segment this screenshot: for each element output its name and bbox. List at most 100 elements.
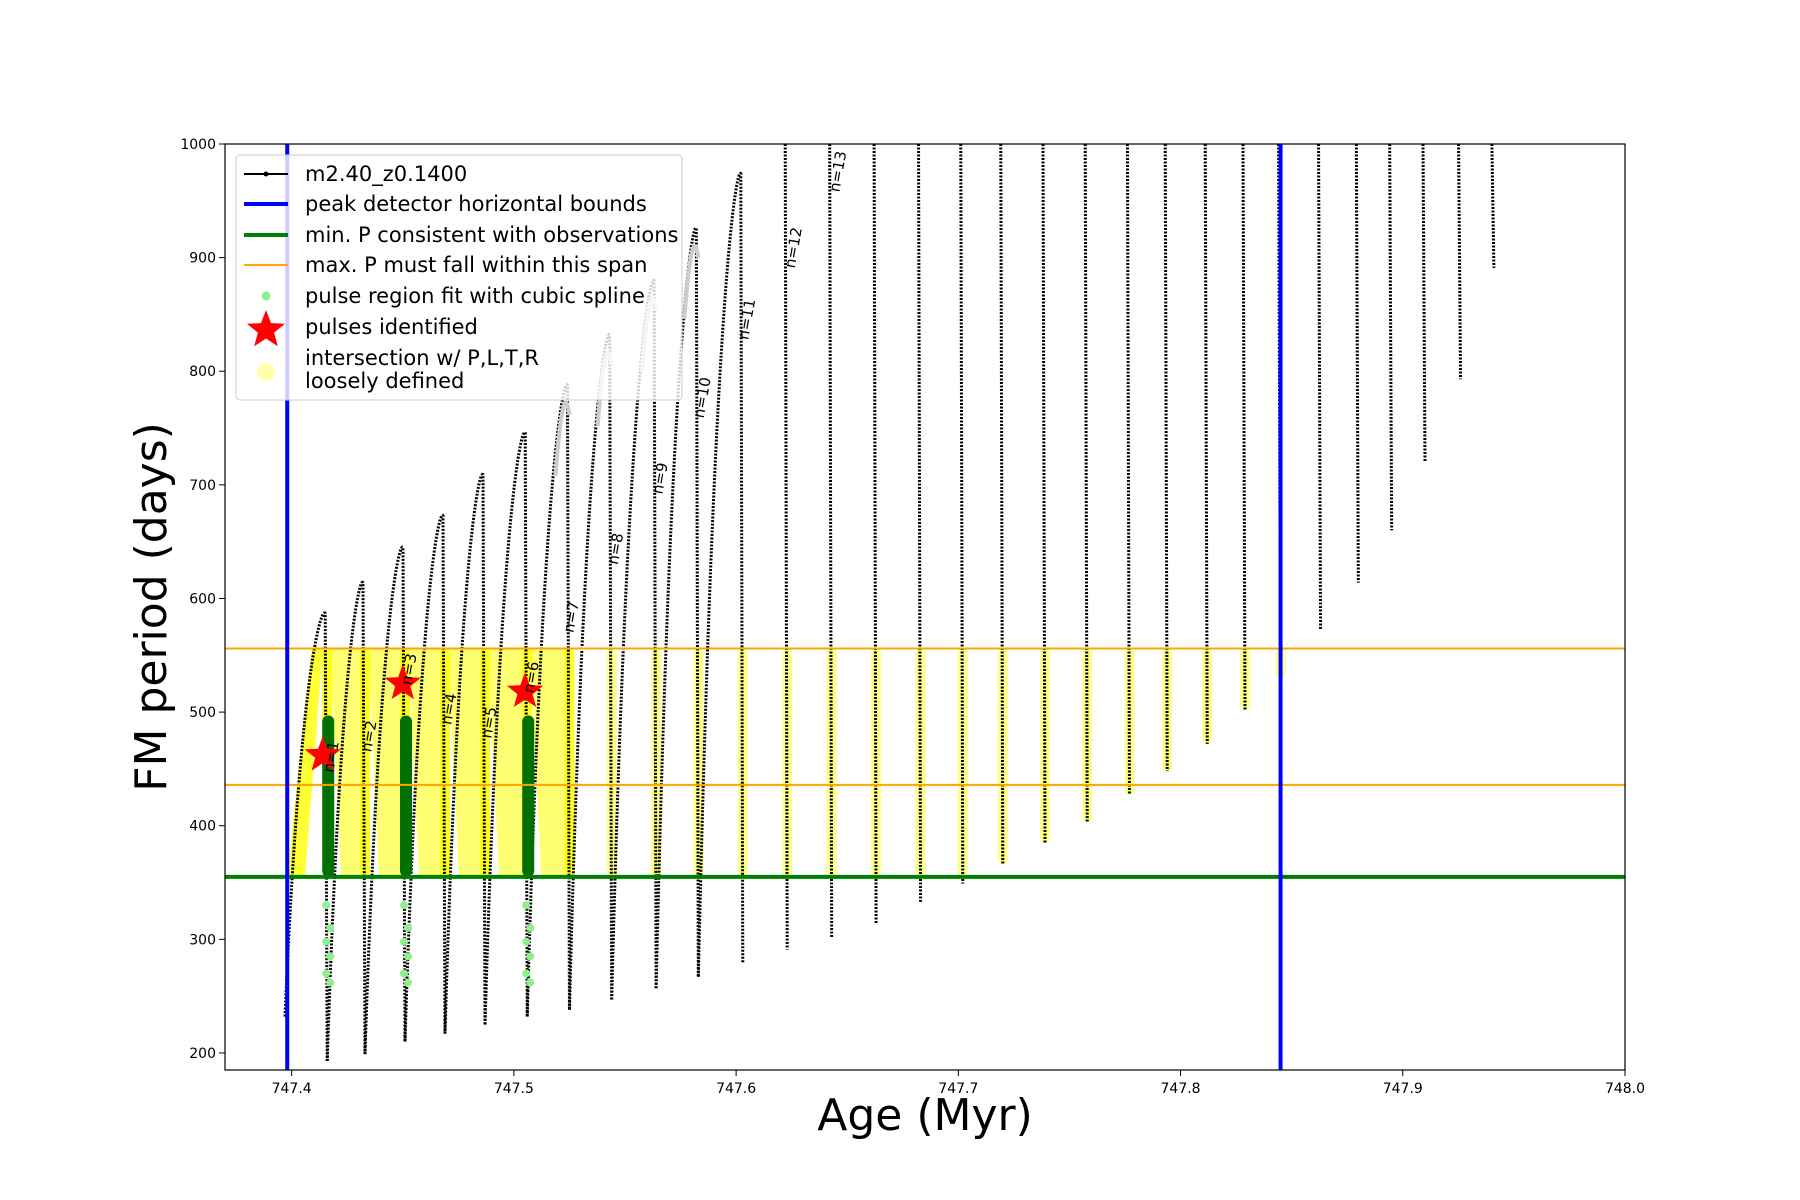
track-pulse: [1317, 144, 1323, 630]
loose-region: [826, 648, 837, 877]
x-tick-label: 748.0: [1605, 1081, 1645, 1097]
track-gray-segment: [553, 400, 572, 476]
loose-region: [1040, 648, 1050, 843]
track-pulse: [1421, 144, 1427, 463]
pulse-number-label: n=2: [357, 719, 380, 753]
spline-point: [404, 952, 412, 961]
spline-point: [322, 969, 331, 978]
x-tick-label: 747.8: [1161, 1081, 1201, 1097]
legend-label: pulse region fit with cubic spline: [305, 284, 645, 308]
legend-label-line2: loosely defined: [305, 369, 464, 393]
track-pulse: [828, 144, 834, 938]
loose-region-fill: [368, 648, 402, 877]
y-tick-label: 700: [189, 478, 216, 494]
legend-entry: m2.40_z0.1400: [244, 162, 467, 187]
pulse-number-label: n=1: [320, 740, 343, 774]
loose-region: [1202, 648, 1213, 744]
y-tick-label: 1000: [180, 137, 216, 153]
legend-box: [235, 154, 683, 401]
legend-entry: peak detector horizontal bounds: [244, 192, 647, 216]
legend-marker: [263, 171, 269, 177]
pulse-number-label: n=6: [520, 660, 543, 694]
track-pulse: [959, 144, 965, 884]
track-pulse: [783, 144, 789, 950]
track-pulse: [1163, 144, 1169, 772]
pulse-number-label: n=4: [437, 692, 460, 726]
loose-region: [693, 648, 704, 877]
track-pulse: [1457, 144, 1463, 380]
axes: 747.4 747.5 747.6 747.7 747.8 747.9 748.0 200 30…: [180, 137, 1645, 1097]
x-tick-label: 747.6: [716, 1081, 756, 1097]
loose-region: [782, 648, 793, 877]
loose-region: [1082, 648, 1093, 823]
track-gray-segment: [682, 243, 701, 320]
pulse-number-label: n=10: [690, 376, 715, 420]
loose-region: [957, 648, 968, 877]
track-pulse: [696, 171, 745, 977]
spline-point: [526, 923, 535, 932]
x-tick-label: 747.9: [1383, 1081, 1423, 1097]
pulse-number-label: n=5: [477, 705, 500, 739]
x-tick-label: 747.5: [494, 1081, 534, 1097]
pulse-number-label: n=9: [648, 461, 671, 495]
y-tick-label: 800: [189, 364, 216, 380]
loose-region-fill: [488, 648, 525, 877]
spline-point: [400, 901, 408, 910]
loose-region: [915, 648, 926, 877]
track-pulse: [1354, 144, 1360, 583]
loose-region-fill: [530, 648, 567, 877]
plot-frame: [224, 143, 1626, 1071]
pulse-identified-star: [506, 672, 544, 707]
x-axis-title: Age (Myr): [817, 1090, 1033, 1141]
track-pulse: [1241, 144, 1247, 710]
track-pulse: [325, 580, 367, 1061]
loose-region: [606, 648, 617, 877]
spline-point: [400, 969, 408, 978]
x-tick-label: 747.4: [272, 1081, 312, 1097]
loose-intersection-regions: [287, 648, 1286, 877]
track-pulse: [283, 611, 329, 1061]
track-pulse: [654, 226, 700, 989]
track-pulse: [1490, 144, 1496, 268]
y-tick-label: 900: [189, 251, 216, 267]
loose-region: [871, 648, 882, 877]
legend-marker: [261, 291, 271, 301]
loose-region-fill: [448, 648, 482, 877]
legend-label: max. P must fall within this span: [305, 253, 647, 277]
y-tick-label: 500: [189, 705, 216, 721]
spline-point: [526, 952, 535, 961]
track-pulse: [1125, 144, 1131, 796]
x-tick-label: 747.7: [938, 1081, 978, 1097]
legend-entry: pulse region fit with cubic spline: [261, 284, 645, 308]
track-pulse: [1041, 144, 1047, 843]
spline-point: [522, 901, 531, 910]
track-pulse: [363, 545, 407, 1055]
spline-point: [404, 978, 412, 987]
track-pulse: [567, 333, 614, 1010]
spline-point: [322, 901, 331, 910]
pulse-number-label: n=8: [604, 532, 627, 566]
loose-region: [1240, 648, 1250, 710]
legend-label: peak detector horizontal bounds: [305, 192, 647, 216]
pulse-number-label: n=11: [734, 297, 759, 341]
legend-label: min. P consistent with observations: [305, 223, 678, 247]
loose-region: [1162, 648, 1173, 772]
spline-point: [404, 923, 412, 932]
spline-point: [522, 937, 531, 946]
y-axis-title: FM period (days): [126, 422, 177, 792]
legend-entry: max. P must fall within this span: [244, 253, 647, 277]
track-pulse: [1388, 144, 1394, 531]
y-tick-label: 200: [189, 1046, 216, 1062]
track-pulse: [1083, 144, 1089, 823]
track-pulse: [483, 430, 529, 1025]
spline-point: [326, 923, 335, 932]
loose-region: [997, 648, 1008, 865]
legend-label: m2.40_z0.1400: [305, 162, 467, 187]
loose-region-fill: [330, 648, 362, 877]
legend-star: [247, 310, 285, 347]
track-pulse: [999, 144, 1005, 865]
spline-point: [322, 937, 331, 946]
